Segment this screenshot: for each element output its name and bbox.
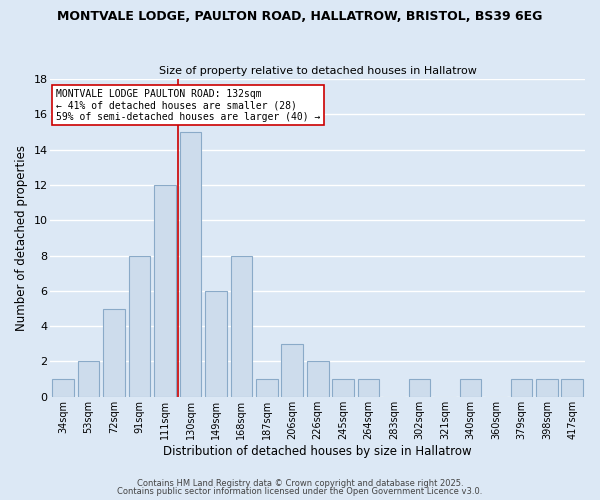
Bar — [205, 291, 227, 397]
Bar — [307, 362, 329, 397]
X-axis label: Distribution of detached houses by size in Hallatrow: Distribution of detached houses by size … — [163, 444, 472, 458]
Bar — [154, 185, 176, 397]
Bar — [536, 379, 557, 397]
Bar — [52, 379, 74, 397]
Text: MONTVALE LODGE, PAULTON ROAD, HALLATROW, BRISTOL, BS39 6EG: MONTVALE LODGE, PAULTON ROAD, HALLATROW,… — [58, 10, 542, 23]
Bar — [358, 379, 379, 397]
Bar — [230, 256, 252, 397]
Bar — [103, 308, 125, 397]
Title: Size of property relative to detached houses in Hallatrow: Size of property relative to detached ho… — [159, 66, 476, 76]
Bar — [78, 362, 100, 397]
Y-axis label: Number of detached properties: Number of detached properties — [15, 145, 28, 331]
Bar — [562, 379, 583, 397]
Text: Contains HM Land Registry data © Crown copyright and database right 2025.: Contains HM Land Registry data © Crown c… — [137, 478, 463, 488]
Text: MONTVALE LODGE PAULTON ROAD: 132sqm
← 41% of detached houses are smaller (28)
59: MONTVALE LODGE PAULTON ROAD: 132sqm ← 41… — [56, 88, 320, 122]
Bar — [256, 379, 278, 397]
Bar — [460, 379, 481, 397]
Bar — [332, 379, 354, 397]
Bar — [511, 379, 532, 397]
Bar — [179, 132, 201, 397]
Bar — [129, 256, 151, 397]
Text: Contains public sector information licensed under the Open Government Licence v3: Contains public sector information licen… — [118, 487, 482, 496]
Bar — [409, 379, 430, 397]
Bar — [281, 344, 303, 397]
